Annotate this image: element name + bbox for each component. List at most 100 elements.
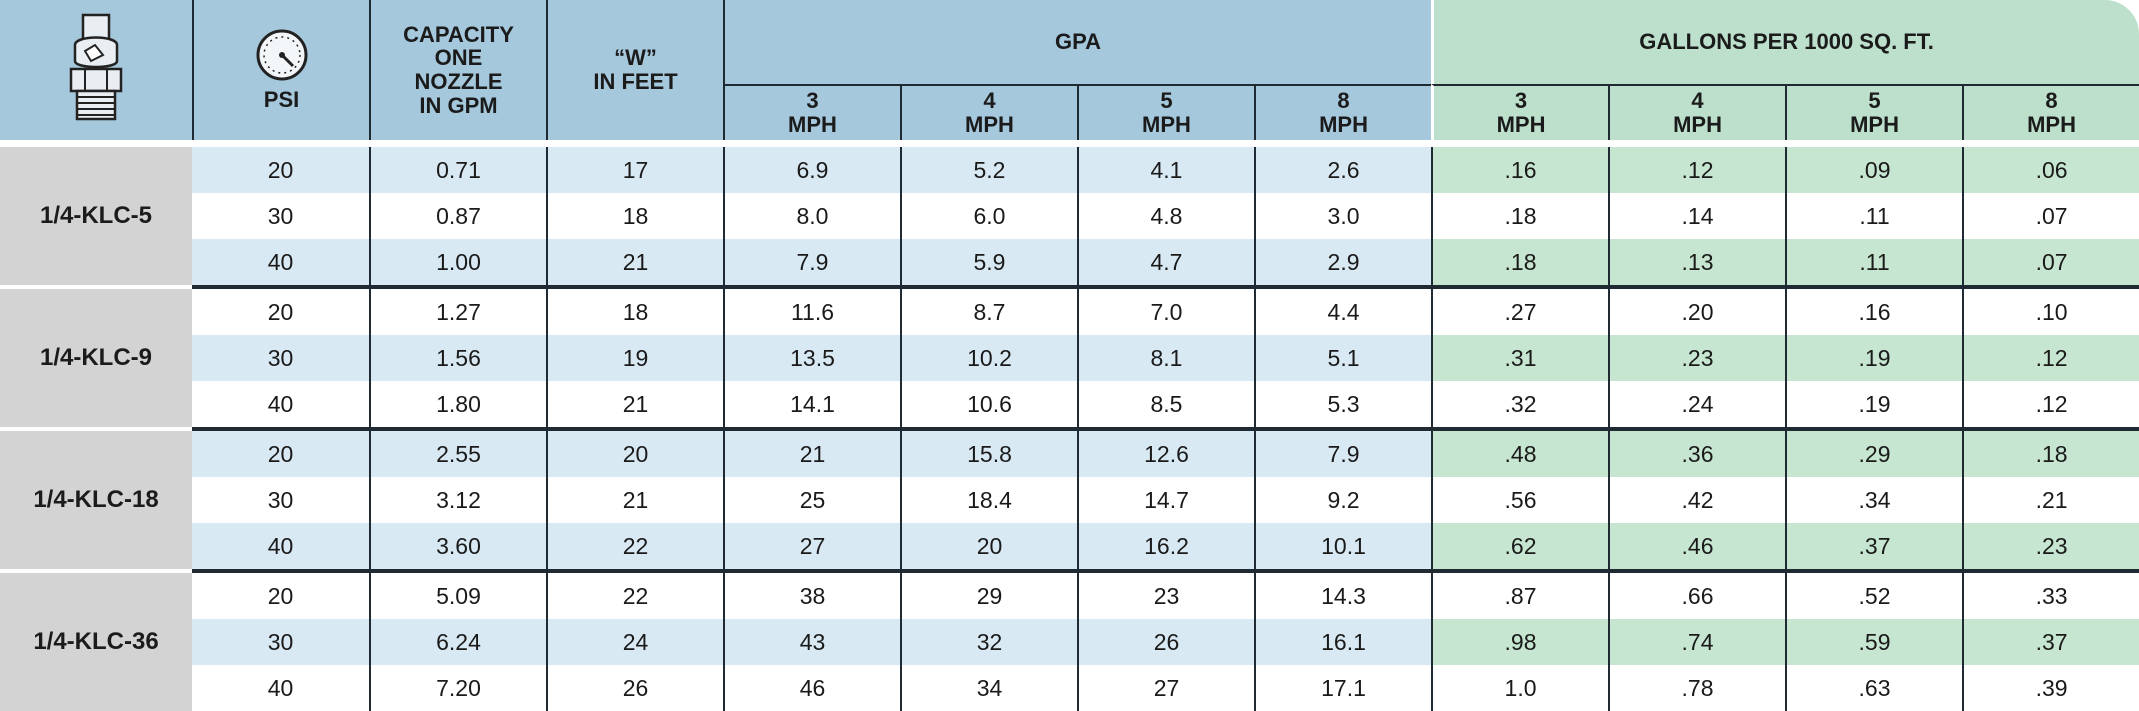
gpa-cell: 16.2: [1077, 523, 1254, 569]
gpa-cell: 12.6: [1077, 431, 1254, 477]
w-cell: 26: [546, 665, 723, 711]
w-cell: 18: [546, 193, 723, 239]
gpa-cell: 25: [723, 477, 900, 523]
gallons-cell: .37: [1785, 523, 1963, 569]
gpa-cell: 7.0: [1077, 289, 1254, 335]
gallons-cell: .19: [1785, 381, 1963, 427]
gallons-cell: .42: [1608, 477, 1786, 523]
psi-cell: 30: [192, 193, 369, 239]
gallons-cell: .52: [1785, 573, 1963, 619]
speed-unit: MPH: [1673, 112, 1722, 137]
gpm-cell: 7.20: [369, 665, 546, 711]
gal-speed-header: 8 MPH: [1962, 84, 2139, 140]
gallons-cell: .63: [1785, 665, 1963, 711]
table-row: 1/4-KLC-5 20 0.71 17 6.9 5.2 4.1 2.6.16.12.09.0…: [0, 147, 2139, 285]
w-cell: 21: [546, 239, 723, 285]
gpa-cell: 10.1: [1254, 523, 1432, 569]
gpa-cell: 46: [723, 665, 900, 711]
table-row: 30 1.56 19 13.5 10.2 8.1 5.1.31.23.19.12: [0, 335, 2139, 381]
gpa-cell: 8.5: [1077, 381, 1254, 427]
gpa-cell: 10.2: [900, 335, 1077, 381]
speed-number: 3: [806, 88, 819, 114]
gpa-cell: 20: [900, 523, 1077, 569]
pressure-gauge-icon: [256, 29, 307, 81]
psi-cell: 20: [192, 289, 369, 335]
gpa-cell: 4.8: [1077, 193, 1254, 239]
w-cell: 22: [546, 573, 723, 619]
gallons-cell: .23: [1962, 523, 2139, 569]
gpa-cell: 4.4: [1254, 289, 1432, 335]
speed-number: 4: [983, 88, 996, 114]
capacity-line-2: ONE: [434, 45, 483, 71]
speed-number: 8: [1337, 88, 1350, 114]
gpa-cell: 7.9: [1254, 431, 1432, 477]
gpm-cell: 6.24: [369, 619, 546, 665]
gpa-cell: 14.1: [723, 381, 900, 427]
w-line-1: “W”: [614, 45, 657, 71]
psi-cell: 20: [192, 147, 369, 193]
gallons-cell: .29: [1785, 431, 1963, 477]
table-row: 40 7.20 26 46 34 27 17.1 1.0.78.63.39: [0, 665, 2139, 711]
gallons-cell: .62: [1431, 523, 1609, 569]
table-row: 30 0.87 18 8.0 6.0 4.8 3.0.18.14.11.07: [0, 193, 2139, 239]
gallons-cell: .74: [1608, 619, 1786, 665]
gpa-cell: 32: [900, 619, 1077, 665]
psi-cell: 20: [192, 431, 369, 477]
gallons-cell: .13: [1608, 239, 1786, 285]
table-row: 40 1.80 21 14.1 10.6 8.5 5.3.32.24.19.12: [0, 381, 2139, 427]
gpa-cell: 5.9: [900, 239, 1077, 285]
gpa-cell: 5.1: [1254, 335, 1432, 381]
gallons-cell: .19: [1785, 335, 1963, 381]
gallons-cell: .34: [1785, 477, 1963, 523]
psi-cell: 20: [192, 573, 369, 619]
capacity-line-3: NOZZLE: [414, 69, 503, 94]
gallons-cell: .16: [1785, 289, 1963, 335]
gpa-cell: 5.3: [1254, 381, 1432, 427]
gallons-cell: .31: [1431, 335, 1609, 381]
gpa-cell: 14.7: [1077, 477, 1254, 523]
gallons-cell: .09: [1785, 147, 1963, 193]
gpa-cell: 26: [1077, 619, 1254, 665]
w-header: “W” IN FEET: [546, 0, 723, 140]
gallons-header: GALLONS PER 1000 SQ. FT.: [1431, 0, 2139, 84]
gallons-label: GALLONS PER 1000 SQ. FT.: [1639, 29, 1934, 55]
gallons-cell: .18: [1431, 239, 1609, 285]
gpa-cell: 2.9: [1254, 239, 1432, 285]
psi-cell: 30: [192, 619, 369, 665]
speed-number: 5: [1868, 88, 1881, 114]
gpm-cell: 3.12: [369, 477, 546, 523]
speed-number: 5: [1160, 88, 1173, 114]
gallons-cell: .10: [1962, 289, 2139, 335]
model-cell: 1/4-KLC-18: [0, 431, 192, 569]
speed-unit: MPH: [1850, 112, 1899, 137]
gallons-cell: .59: [1785, 619, 1963, 665]
gpa-cell: 27: [1077, 665, 1254, 711]
gpa-cell: 7.9: [723, 239, 900, 285]
psi-cell: 40: [192, 665, 369, 711]
gallons-cell: .33: [1962, 573, 2139, 619]
gpa-speed-header: 4 MPH: [900, 84, 1077, 140]
gpm-cell: 1.27: [369, 289, 546, 335]
gpa-cell: 2.6: [1254, 147, 1432, 193]
gpa-cell: 23: [1077, 573, 1254, 619]
psi-cell: 40: [192, 239, 369, 285]
speed-number: 3: [1514, 88, 1528, 114]
gpm-cell: 1.56: [369, 335, 546, 381]
model-cell: 1/4-KLC-5: [0, 147, 192, 285]
gallons-cell: 1.0: [1431, 665, 1609, 711]
gpa-speed-header: 8 MPH: [1254, 84, 1432, 140]
psi-cell: 40: [192, 523, 369, 569]
gpm-cell: 1.00: [369, 239, 546, 285]
gallons-cell: .12: [1962, 381, 2139, 427]
w-cell: 19: [546, 335, 723, 381]
gallons-cell: .24: [1608, 381, 1786, 427]
capacity-line-1: CAPACITY: [403, 21, 514, 47]
gpa-cell: 11.6: [723, 289, 900, 335]
psi-cell: 30: [192, 477, 369, 523]
gallons-cell: .18: [1962, 431, 2139, 477]
gallons-cell: .56: [1431, 477, 1609, 523]
speed-unit: MPH: [788, 112, 837, 137]
table-row: 40 3.60 22 27 20 16.2 10.1.62.46.37.23: [0, 523, 2139, 569]
w-line-2: IN FEET: [593, 69, 678, 94]
gpa-cell: 8.7: [900, 289, 1077, 335]
